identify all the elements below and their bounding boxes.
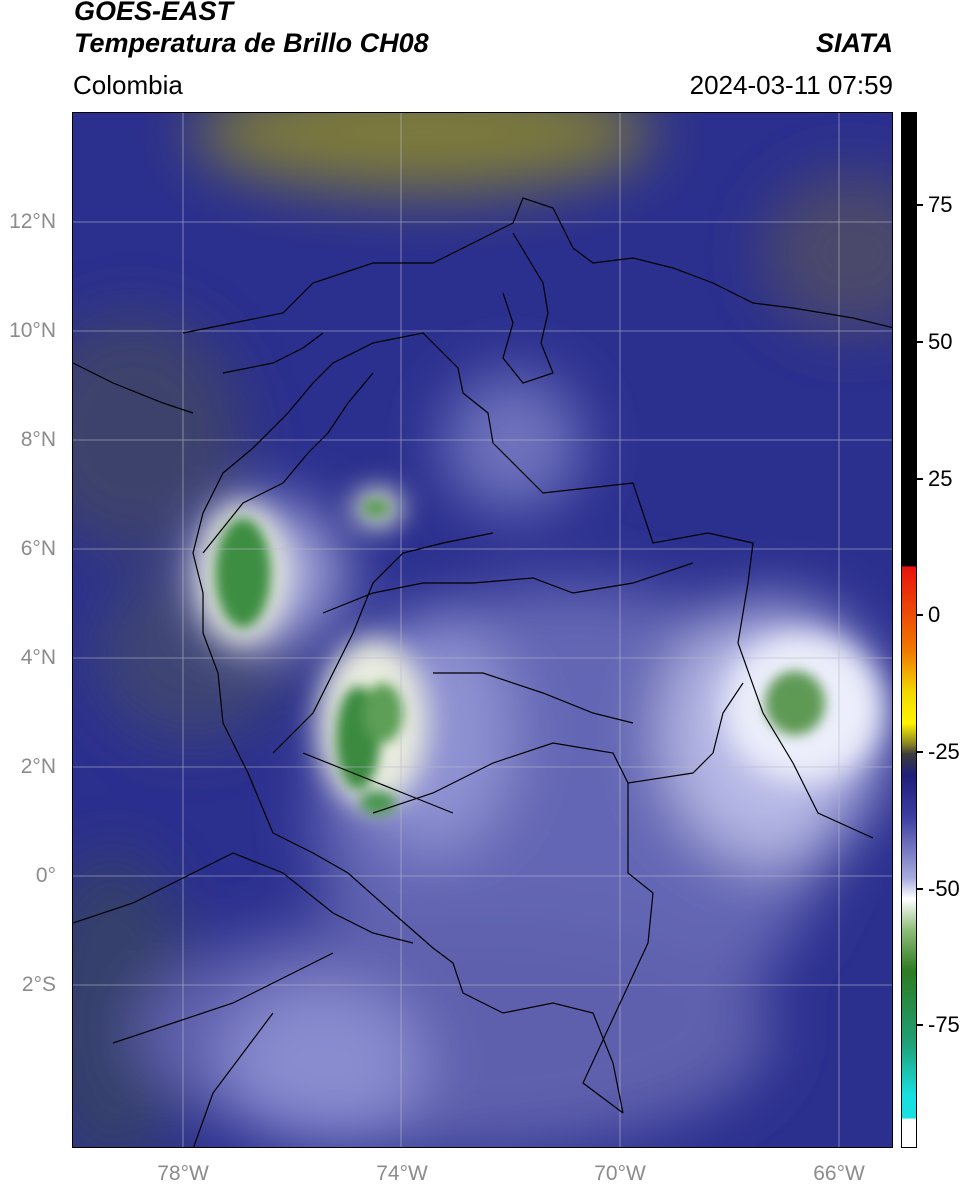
satellite-title: GOES-EAST [74, 0, 234, 26]
cold-cloud-tops [215, 499, 825, 815]
satellite-map[interactable] [72, 112, 893, 1148]
colorbar-tick [917, 1024, 923, 1026]
lon-label: 78°W [157, 1162, 209, 1185]
colorbar-tick [917, 888, 923, 890]
colorbar-tick [917, 341, 923, 343]
colorbar-label: -75 [928, 1012, 960, 1037]
colorbar [901, 112, 917, 1148]
colorbar-gradient [902, 113, 916, 1147]
product-title: Temperatura de Brillo CH08 [74, 28, 429, 58]
colorbar-tick [917, 204, 923, 206]
colorbar-label: 25 [928, 466, 953, 491]
lat-label: 4°N [20, 646, 56, 669]
lat-label: 10°N [9, 319, 56, 342]
lat-label: 0° [35, 864, 56, 887]
lon-label: 70°W [594, 1162, 646, 1185]
lat-label: 12°N [9, 210, 56, 233]
colorbar-label: 75 [928, 192, 953, 217]
agency-label: SIATA [816, 28, 893, 58]
colorbar-label: -25 [928, 739, 960, 764]
map-canvas [73, 113, 892, 1147]
colorbar-tick [917, 478, 923, 480]
colorbar-label: 50 [928, 329, 953, 354]
colorbar-label: 0 [928, 602, 941, 627]
graticule [73, 113, 892, 1147]
lon-label: 74°W [376, 1162, 428, 1185]
lat-label: 2°S [21, 973, 56, 996]
lat-label: 2°N [20, 755, 56, 778]
lon-label: 66°W [813, 1162, 865, 1185]
region-label: Colombia [73, 70, 183, 100]
borders [73, 197, 892, 1147]
colorbar-tick [917, 751, 923, 753]
colorbar-label: -50 [928, 876, 960, 901]
colorbar-tick [917, 614, 923, 616]
lat-label: 6°N [20, 537, 56, 560]
timestamp-label: 2024-03-11 07:59 [689, 70, 893, 100]
lat-label: 8°N [20, 428, 56, 451]
